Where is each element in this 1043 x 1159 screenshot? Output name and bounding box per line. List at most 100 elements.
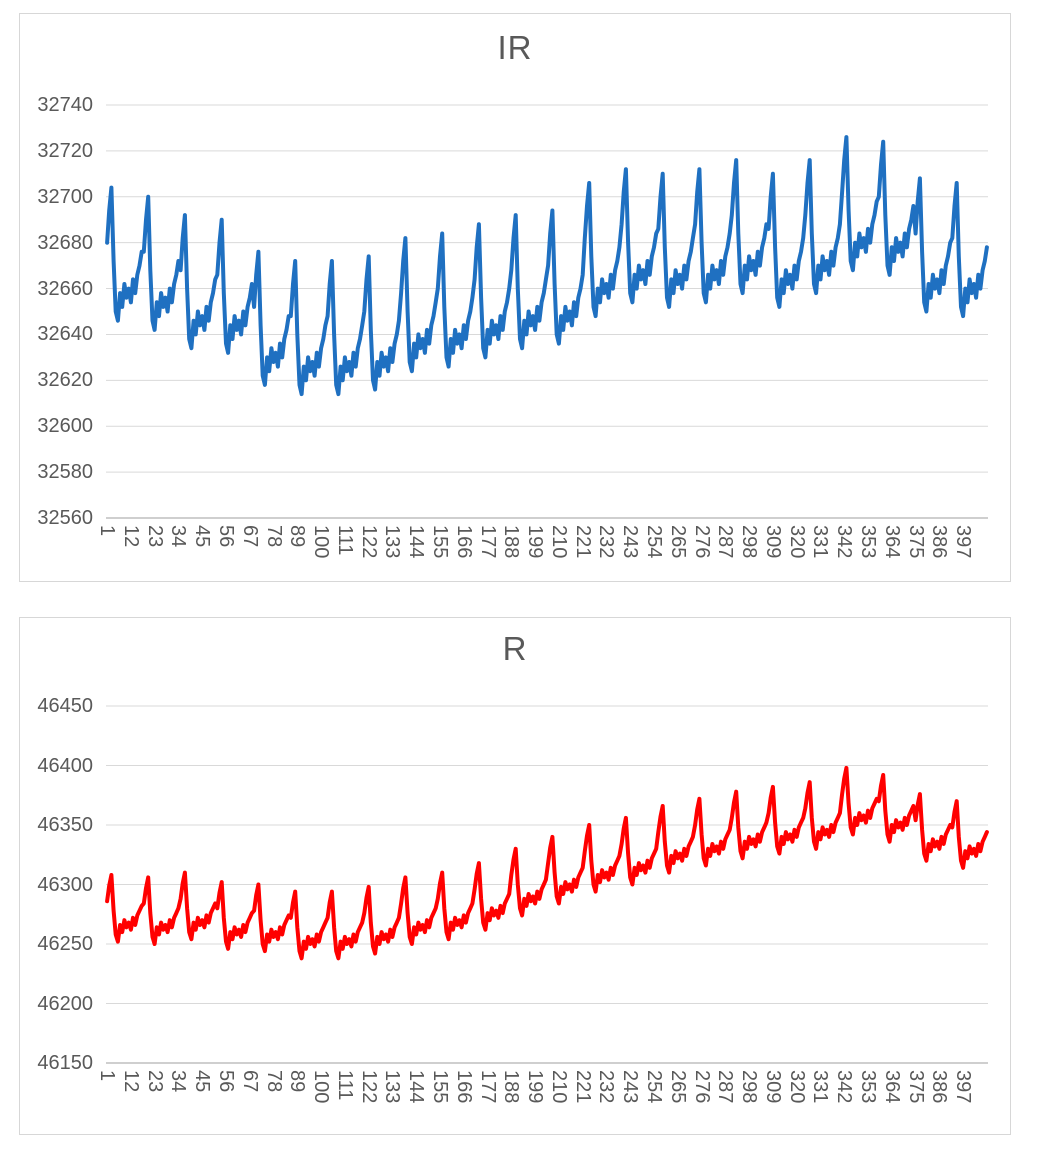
x-axis-tick-label: 34 [167, 1070, 190, 1093]
x-axis-tick-label: 254 [643, 525, 665, 559]
y-axis-tick-label: 46400 [37, 754, 93, 777]
x-axis-tick-label: 45 [191, 525, 214, 548]
x-axis-tick-label: 298 [738, 525, 761, 559]
x-axis-tick-label: 375 [904, 1070, 927, 1104]
y-axis-tick-label: 46200 [37, 992, 93, 1015]
x-axis-tick-label: 144 [405, 1070, 428, 1104]
x-axis-tick-label: 89 [286, 525, 309, 548]
y-axis-tick-label: 32700 [37, 185, 93, 208]
x-axis-tick-label: 78 [262, 1070, 285, 1093]
x-axis-tick-label: 78 [262, 525, 285, 548]
x-axis-tick-label: 100 [310, 1070, 333, 1104]
ir-series-line [105, 135, 989, 397]
x-axis-tick-label: 331 [809, 1070, 832, 1104]
x-axis-tick-label: 265 [666, 525, 689, 559]
x-axis-tick-label: 254 [643, 1070, 665, 1104]
x-axis-tick-label: 67 [238, 1070, 261, 1093]
x-axis-tick-label: 199 [524, 525, 547, 559]
x-axis-tick-label: 45 [191, 1070, 214, 1093]
y-axis-tick-label: 32680 [37, 231, 93, 254]
x-axis-tick-label: 111 [333, 525, 356, 556]
y-axis-tick-label: 32620 [37, 369, 93, 392]
y-axis-tick-label: 32560 [37, 507, 93, 529]
x-axis-tick-label: 221 [571, 1070, 594, 1104]
x-axis-tick-label: 243 [619, 525, 642, 559]
x-axis-tick-label: 342 [833, 525, 856, 559]
y-axis-tick-label: 46250 [37, 933, 93, 955]
x-axis-tick-label: 1 [96, 525, 119, 537]
x-axis-tick-label: 309 [761, 1070, 784, 1104]
y-axis-tick-label: 32740 [37, 94, 93, 116]
x-axis-tick-label: 287 [714, 1070, 737, 1104]
x-axis-tick-label: 100 [310, 525, 333, 559]
x-axis-tick-label: 133 [381, 525, 404, 559]
x-axis-tick-label: 353 [857, 525, 880, 559]
x-axis-tick-label: 166 [452, 1070, 475, 1104]
y-axis-tick-label: 46450 [37, 695, 93, 717]
x-axis-tick-label: 232 [595, 525, 618, 559]
x-axis-tick-label: 155 [428, 525, 451, 559]
x-axis-tick-label: 34 [167, 525, 190, 548]
x-axis-tick-label: 397 [952, 1070, 975, 1104]
x-axis-tick-label: 210 [547, 525, 570, 559]
x-axis-tick-label: 265 [666, 1070, 689, 1104]
x-axis-tick-label: 166 [452, 525, 475, 559]
x-axis-tick-label: 12 [119, 1070, 142, 1093]
x-axis-tick-label: 111 [333, 1070, 356, 1101]
x-axis-tick-label: 133 [381, 1070, 404, 1104]
x-axis-tick-label: 23 [143, 1070, 166, 1093]
x-axis-tick-label: 1 [96, 1070, 119, 1082]
x-axis-tick-label: 199 [524, 1070, 547, 1104]
y-axis-tick-label: 32600 [37, 415, 93, 438]
x-axis-tick-label: 243 [619, 1070, 642, 1104]
y-axis-tick-label: 46150 [37, 1052, 93, 1074]
x-axis-tick-label: 331 [809, 525, 832, 559]
ir-chart-title: IR [497, 29, 533, 66]
r-chart-title: R [502, 630, 528, 667]
x-axis-tick-label: 364 [880, 525, 903, 559]
x-axis-tick-label: 298 [738, 1070, 761, 1104]
x-axis-tick-label: 221 [571, 525, 594, 559]
r-chart-plot [105, 705, 989, 1064]
x-axis-tick-label: 397 [952, 525, 975, 559]
x-axis-tick-label: 364 [880, 1070, 903, 1104]
x-axis-tick-label: 320 [785, 1070, 808, 1104]
x-axis-tick-label: 177 [476, 1070, 499, 1104]
y-axis-tick-label: 32720 [37, 139, 93, 162]
x-axis-tick-label: 386 [928, 1070, 951, 1104]
x-axis-tick-label: 232 [595, 1070, 618, 1104]
x-axis-tick-label: 67 [238, 525, 261, 548]
r-series-line [105, 765, 989, 961]
x-axis-tick-label: 122 [357, 525, 380, 559]
x-axis-tick-label: 188 [500, 525, 523, 559]
x-axis-tick-label: 56 [214, 1070, 237, 1093]
x-axis-tick-label: 353 [857, 1070, 880, 1104]
x-axis-tick-label: 177 [476, 525, 499, 559]
x-axis-tick-label: 12 [119, 525, 142, 548]
x-axis-tick-label: 122 [357, 1070, 380, 1104]
x-axis-tick-label: 375 [904, 525, 927, 559]
y-axis-tick-label: 32640 [37, 323, 93, 346]
x-axis-tick-label: 144 [405, 525, 428, 559]
x-axis-tick-label: 287 [714, 525, 737, 559]
x-axis-tick-label: 155 [428, 1070, 451, 1104]
x-axis-tick-label: 210 [547, 1070, 570, 1104]
x-axis-tick-label: 23 [143, 525, 166, 548]
ir-chart-panel: IR 32740 32720 32700 32680 32660 32640 32620 32… [19, 13, 1011, 582]
x-axis-tick-label: 276 [690, 525, 713, 559]
y-axis-tick-label: 32580 [37, 461, 93, 484]
x-axis-tick-label: 89 [286, 1070, 309, 1093]
r-chart-panel: R 46450 46400 46350 46300 46250 46200 46150 1 12… [19, 617, 1011, 1135]
y-axis-tick-label: 46350 [37, 814, 93, 836]
y-axis-tick-label: 32660 [37, 277, 93, 300]
ir-chart-plot [105, 104, 989, 519]
x-axis-tick-label: 188 [500, 1070, 523, 1104]
x-axis-tick-label: 309 [761, 525, 784, 559]
x-axis-tick-label: 386 [928, 525, 951, 559]
x-axis-tick-label: 342 [833, 1070, 856, 1104]
x-axis-tick-label: 56 [214, 525, 237, 548]
x-axis-tick-label: 276 [690, 1070, 713, 1104]
x-axis-tick-label: 320 [785, 525, 808, 559]
y-axis-tick-label: 46300 [37, 873, 93, 896]
